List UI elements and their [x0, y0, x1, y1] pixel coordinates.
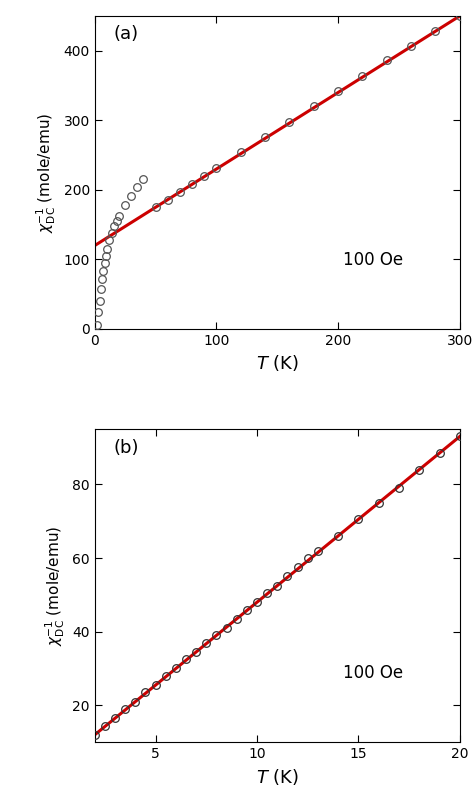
Text: (a): (a)	[113, 26, 138, 43]
Y-axis label: $\chi$$_{\mathregular{DC}}^{\mathregular{-1}}$ (mole/emu): $\chi$$_{\mathregular{DC}}^{\mathregular…	[44, 526, 67, 646]
X-axis label: $T$ (K): $T$ (K)	[256, 354, 299, 373]
Y-axis label: $\chi$$_{\mathregular{DC}}^{\mathregular{-1}}$ (mole/emu): $\chi$$_{\mathregular{DC}}^{\mathregular…	[35, 113, 58, 232]
Text: 100 Oe: 100 Oe	[343, 251, 403, 269]
Text: 100 Oe: 100 Oe	[343, 664, 403, 682]
Text: (b): (b)	[113, 439, 138, 456]
X-axis label: $T$ (K): $T$ (K)	[256, 767, 299, 787]
